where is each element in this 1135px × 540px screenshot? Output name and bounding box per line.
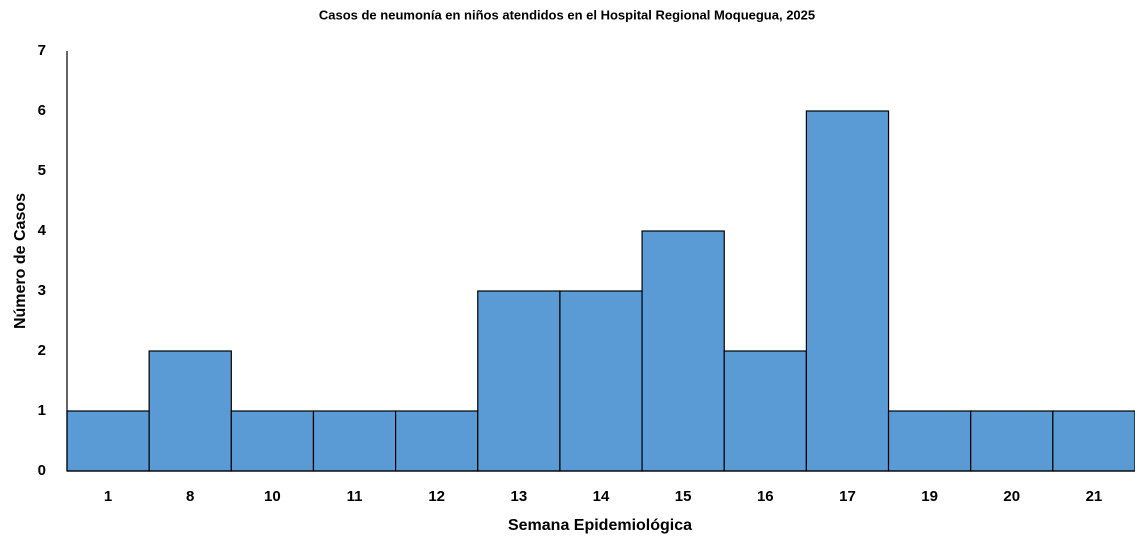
bar: [641, 230, 725, 472]
y-tick-label: 4: [38, 222, 47, 239]
bar: [887, 410, 972, 472]
x-tick-label: 8: [186, 488, 194, 505]
bar: [1052, 410, 1135, 472]
x-tick-label: 19: [921, 488, 938, 505]
x-tick-label: 17: [839, 488, 856, 505]
bar: [970, 410, 1054, 472]
bar: [312, 410, 397, 472]
x-tick-label: 14: [593, 488, 610, 505]
x-tick-label: 15: [675, 488, 692, 505]
x-tick-label: 20: [1003, 488, 1020, 505]
bar: [723, 350, 807, 472]
y-axis-title: Número de Casos: [12, 193, 29, 329]
bar: [148, 350, 232, 472]
y-tick-label: 5: [38, 162, 46, 179]
x-tick-label: 12: [428, 488, 445, 505]
bar: [805, 110, 890, 472]
x-tick-label: 16: [757, 488, 774, 505]
bar: [395, 410, 479, 472]
x-axis-title: Semana Epidemiológica: [508, 517, 692, 534]
y-tick-label: 1: [38, 402, 46, 419]
bar: [559, 290, 643, 472]
bar: [66, 410, 150, 472]
bar: [477, 290, 561, 472]
x-tick-label: 21: [1086, 488, 1103, 505]
y-tick-label: 0: [38, 462, 46, 479]
y-tick-label: 3: [38, 282, 46, 299]
y-tick-label: 2: [38, 342, 46, 359]
bar: [230, 410, 315, 472]
x-tick-label: 1: [104, 488, 112, 505]
x-tick-label: 13: [511, 488, 528, 505]
y-tick-label: 7: [38, 42, 46, 59]
x-tick-label: 11: [347, 488, 363, 505]
x-tick-label: 10: [264, 488, 281, 505]
y-tick-label: 6: [38, 102, 46, 119]
chart-title: Casos de neumonía en niños atendidos en …: [319, 7, 815, 22]
